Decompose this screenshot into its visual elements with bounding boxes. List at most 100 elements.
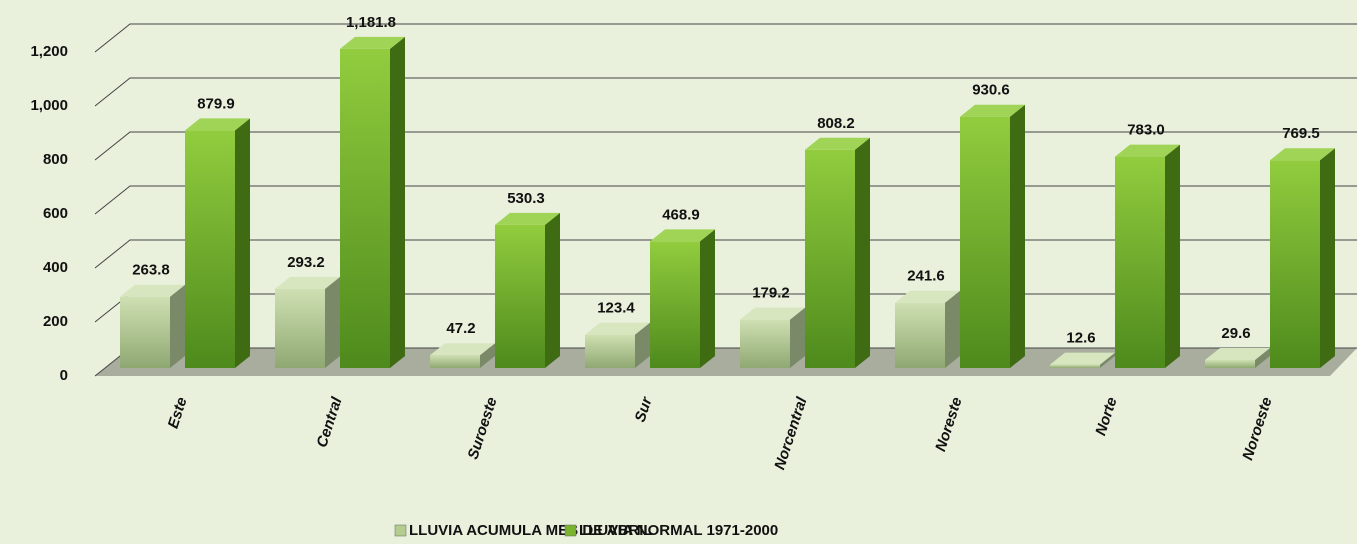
bar <box>585 322 650 368</box>
bar-top <box>1205 348 1270 361</box>
bar-side <box>545 212 560 368</box>
bar-side <box>945 290 960 368</box>
x-tick-label: Central <box>313 394 345 449</box>
value-label: 263.8 <box>132 262 170 279</box>
value-label: 47.2 <box>446 320 475 337</box>
grid-line <box>94 239 1357 269</box>
bar-top <box>740 307 805 320</box>
legend-swatch <box>394 524 407 537</box>
value-label: 123.4 <box>597 300 635 317</box>
value-label: 179.2 <box>752 285 790 302</box>
bar-top <box>185 118 250 131</box>
bar-top <box>585 322 650 335</box>
bar <box>185 118 250 368</box>
grid-line <box>94 23 1357 53</box>
y-tick-label: 1,200 <box>30 43 68 60</box>
bar <box>430 343 495 368</box>
value-label: 808.2 <box>817 115 855 132</box>
bar-side <box>390 36 405 368</box>
bar <box>340 36 405 368</box>
bar-top <box>120 284 185 297</box>
bar-side <box>480 343 495 368</box>
bar <box>275 276 340 368</box>
bar-top <box>1050 352 1115 365</box>
value-label: 12.6 <box>1066 330 1095 347</box>
bar <box>1270 148 1335 368</box>
bar <box>895 290 960 368</box>
bar-front <box>1205 360 1255 368</box>
grid-line <box>94 77 1357 107</box>
bar-top <box>1115 144 1180 157</box>
bar <box>960 104 1025 368</box>
bar-side <box>1320 148 1335 368</box>
x-tick-label: Sur <box>632 394 656 424</box>
value-label: 769.5 <box>1282 125 1320 142</box>
value-label: 530.3 <box>507 190 545 207</box>
bar-side <box>1255 348 1270 368</box>
x-tick-label: Noroeste <box>1239 395 1275 462</box>
grid-line <box>94 131 1357 161</box>
bar-side <box>1100 352 1115 368</box>
bar-side <box>325 276 340 368</box>
y-tick-label: 400 <box>43 259 68 276</box>
y-tick-label: 600 <box>43 205 68 222</box>
bar-top <box>650 229 715 242</box>
bar-front <box>805 149 855 368</box>
x-tick-label: Noreste <box>932 395 965 453</box>
value-label: 241.6 <box>907 268 945 285</box>
bar-side <box>700 229 715 368</box>
bar-front <box>895 302 945 368</box>
value-label: 29.6 <box>1221 325 1250 342</box>
x-tick-label: Norcentral <box>771 394 811 471</box>
bar <box>495 212 560 368</box>
bar-top <box>1270 148 1335 161</box>
legend-swatch <box>564 524 577 537</box>
bar-front <box>650 241 700 368</box>
legend-label: LLUVIA ACUMULA MES DE ABRIL <box>409 522 653 539</box>
bar-front <box>960 116 1010 368</box>
bar-top <box>805 137 870 150</box>
bar-top <box>495 212 560 225</box>
bar-side <box>170 284 185 368</box>
bar-side <box>1165 144 1180 368</box>
bar-side <box>235 118 250 368</box>
bar-top <box>960 104 1025 117</box>
bar-side <box>855 137 870 368</box>
bar-top <box>430 343 495 356</box>
value-label: 930.6 <box>972 82 1010 99</box>
bar-front <box>495 224 545 368</box>
legend-label: LLUVIA NORMAL 1971-2000 <box>579 522 778 539</box>
x-tick-label: Suroeste <box>465 395 501 461</box>
bar-side <box>635 322 650 368</box>
bar-front <box>120 296 170 368</box>
x-tick-label: Este <box>165 395 191 430</box>
bar-front <box>1115 156 1165 368</box>
grid-line <box>94 185 1357 215</box>
bar <box>805 137 870 368</box>
value-label: 879.9 <box>197 95 235 112</box>
y-tick-label: 200 <box>43 313 68 330</box>
bar <box>120 284 185 368</box>
floor <box>95 348 1357 376</box>
bar-front <box>275 288 325 368</box>
bar <box>1115 144 1180 368</box>
bar-front <box>185 130 235 368</box>
bar <box>1050 352 1115 368</box>
y-tick-label: 0 <box>60 367 68 384</box>
bar-front <box>1050 364 1100 368</box>
value-label: 1,181.8 <box>346 14 396 31</box>
bar <box>1205 348 1270 368</box>
bar <box>740 307 805 368</box>
bar-front <box>740 319 790 368</box>
bar-side <box>790 307 805 368</box>
y-tick-label: 800 <box>43 151 68 168</box>
y-tick-label: 1,000 <box>30 97 68 114</box>
bar <box>650 229 715 368</box>
bar-front <box>585 334 635 368</box>
x-tick-label: Norte <box>1092 395 1120 438</box>
value-label: 468.9 <box>662 206 700 223</box>
bar-top <box>275 276 340 289</box>
bar-front <box>340 48 390 368</box>
